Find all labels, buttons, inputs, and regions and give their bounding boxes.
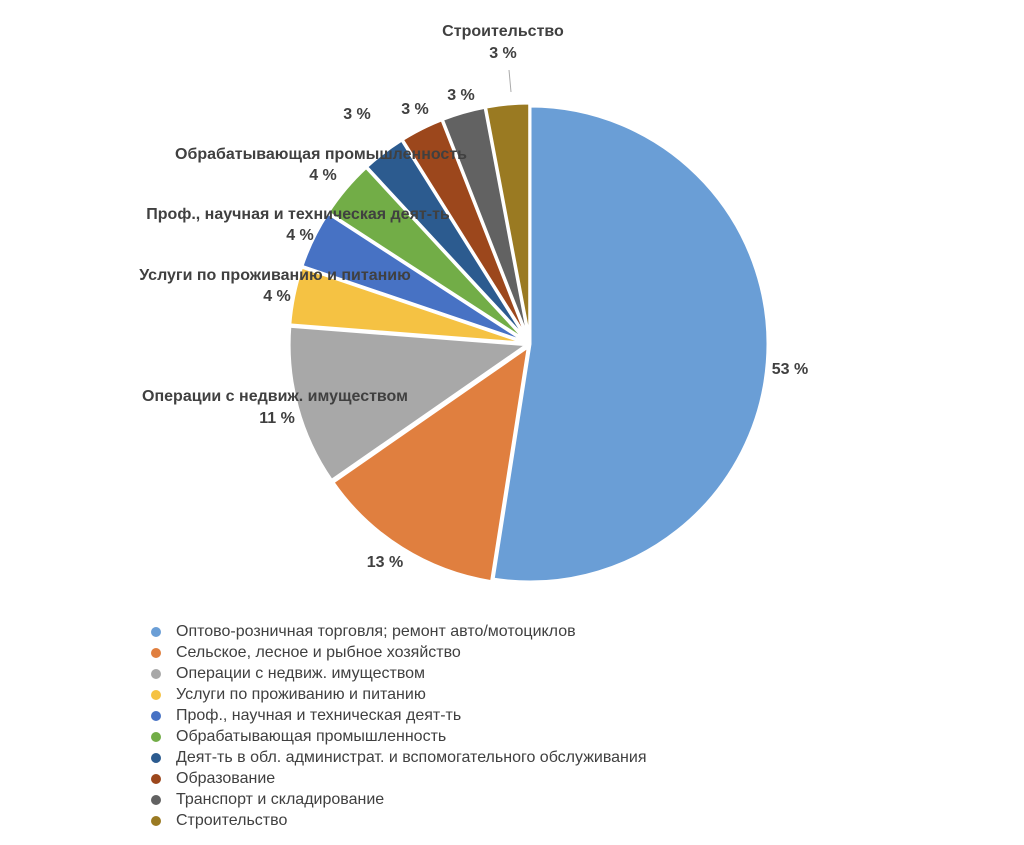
legend-label: Образование [176, 770, 275, 787]
data-label: 11 % [259, 410, 295, 427]
pie-slice [287, 324, 532, 483]
data-label: 3 % [447, 87, 475, 104]
legend-marker [151, 627, 161, 637]
data-label: 3 % [401, 101, 429, 118]
legend-label: Операции с недвиж. имуществом [176, 665, 425, 682]
legend-marker [151, 774, 161, 784]
legend-label: Обрабатывающая промышленность [176, 728, 446, 745]
data-label: 4 % [286, 227, 314, 244]
legend-marker [151, 732, 161, 742]
legend-marker [151, 711, 161, 721]
legend-label: Сельское, лесное и рыбное хозяйство [176, 644, 461, 661]
slice-name-label: Услуги по проживанию и питанию [139, 267, 411, 284]
legend-marker [151, 669, 161, 679]
legend-label: Транспорт и складирование [176, 791, 384, 808]
legend-marker [151, 648, 161, 658]
data-label: 3 % [489, 45, 517, 62]
slice-name-label: Строительство [442, 23, 564, 40]
slice-name-label: Обрабатывающая промышленность [175, 146, 467, 163]
data-label: 3 % [343, 106, 371, 123]
legend-marker [151, 690, 161, 700]
legend-label: Проф., научная и техническая деят-ть [176, 707, 461, 724]
data-label: 53 % [772, 361, 808, 378]
pie-slice [330, 343, 531, 584]
data-label: 4 % [263, 288, 291, 305]
legend-marker [151, 753, 161, 763]
legend-label: Деят-ть в обл. администрат. и вспомогате… [176, 749, 646, 766]
slice-name-label: Операции с недвиж. имуществом [142, 388, 408, 405]
legend-marker [151, 816, 161, 826]
data-label: 13 % [367, 554, 403, 571]
leader-line [508, 69, 512, 93]
pie-slice [483, 101, 532, 342]
pie-slice [491, 104, 770, 584]
legend-label: Строительство [176, 812, 287, 829]
data-label: 4 % [309, 167, 337, 184]
slice-name-label: Проф., научная и техническая деят-ть [146, 206, 450, 223]
legend-label: Оптово-розничная торговля; ремонт авто/м… [176, 623, 576, 640]
legend-label: Услуги по проживанию и питанию [176, 686, 426, 703]
legend-marker [151, 795, 161, 805]
